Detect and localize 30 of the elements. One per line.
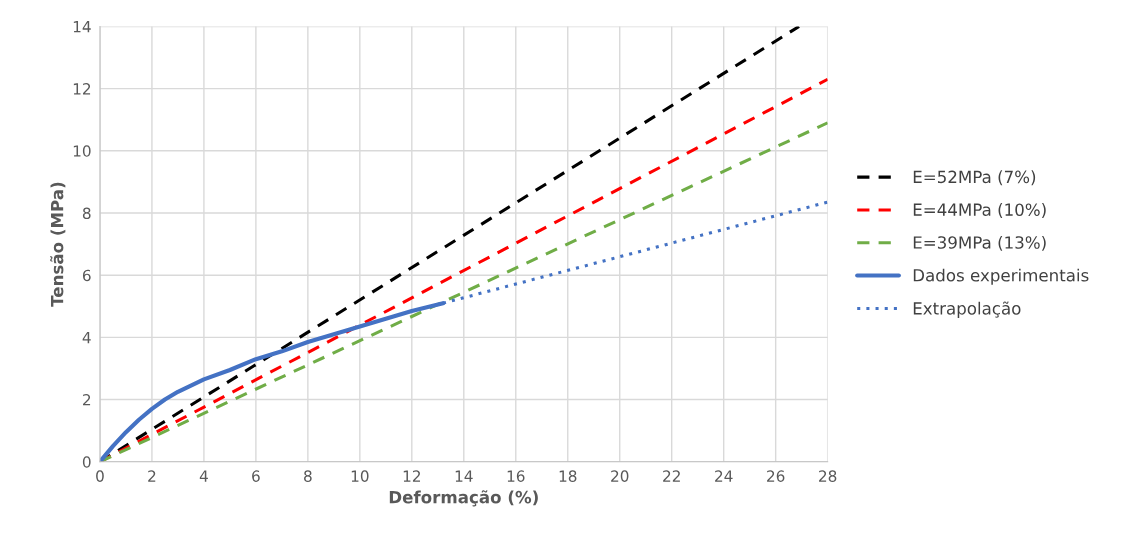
x-tick-label: 10 <box>351 470 369 482</box>
legend-label: E=52MPa (7%) <box>913 170 1036 186</box>
x-tick-label: 18 <box>559 470 577 482</box>
x-tick-label: 8 <box>304 470 312 482</box>
y-tick-label: 12 <box>73 83 91 95</box>
legend-label: Extrapolação <box>913 301 1021 318</box>
x-tick-label: 12 <box>403 470 421 482</box>
x-tick-label: 24 <box>715 470 733 482</box>
y-tick-label: 0 <box>82 456 91 468</box>
y-tick-label: 6 <box>82 269 91 282</box>
x-axis-title: Deformação (%) <box>389 490 538 507</box>
y-tick-label: 8 <box>82 207 91 220</box>
x-tick-label: 26 <box>767 470 785 482</box>
x-tick-label: 0 <box>96 470 104 482</box>
y-axis-title: Tensão (MPa) <box>50 182 66 307</box>
x-tick-label: 22 <box>663 470 680 482</box>
y-tick-label: 4 <box>82 332 91 344</box>
x-tick-label: 6 <box>252 470 260 482</box>
y-tick-label: 14 <box>73 21 91 33</box>
x-tick-label: 20 <box>611 470 629 482</box>
x-tick-label: 28 <box>819 470 837 482</box>
legend-label: Dados experimentais <box>913 268 1089 285</box>
x-tick-label: 2 <box>148 470 156 482</box>
legend-label: E=39MPa (13%) <box>913 235 1046 251</box>
legend-label: E=44MPa (10%) <box>913 203 1046 218</box>
x-tick-label: 4 <box>199 470 208 482</box>
y-tick-label: 2 <box>83 394 91 406</box>
y-tick-label: 10 <box>73 145 91 157</box>
x-tick-label: 14 <box>455 470 473 482</box>
x-tick-label: 16 <box>507 470 525 482</box>
